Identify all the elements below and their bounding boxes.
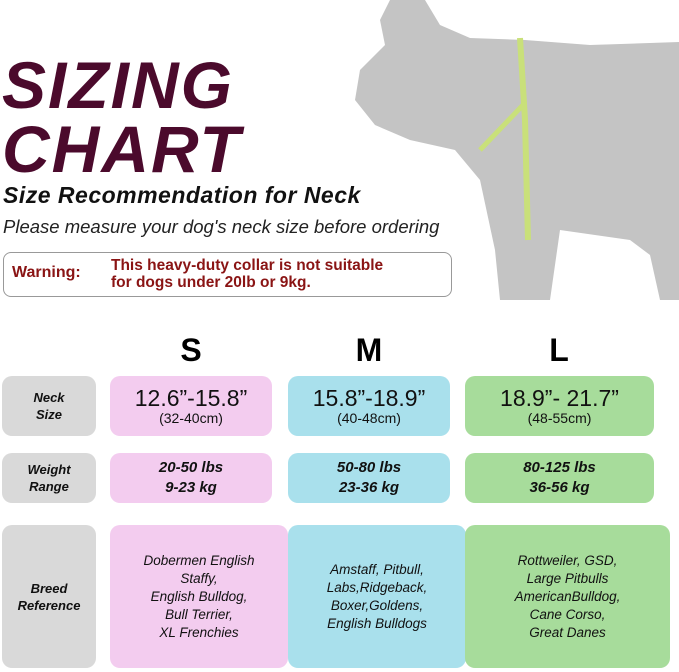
size-header-s: S — [180, 332, 202, 368]
neck-size-l: 18.9”- 21.7” (48-55cm) — [465, 376, 654, 436]
title-sizing: SIZING — [2, 48, 235, 122]
warning-message: This heavy-duty collar is not suitable f… — [111, 257, 383, 291]
breeds-m: Amstaff, Pitbull, Labs,Ridgeback, Boxer,Go… — [288, 525, 466, 668]
warning-line: This heavy-duty collar is not suitable — [111, 257, 384, 274]
subtitle: Size Recommendation for Neck — [3, 182, 361, 208]
instruction: Please measure your dog's neck size befo… — [3, 216, 440, 237]
neck-size-m: 15.8”-18.9” (40-48cm) — [288, 376, 450, 436]
row-label-neck: Neck Size — [2, 376, 96, 436]
breeds-l: Rottweiler, GSD, Large Pitbulls AmericanBu… — [465, 525, 670, 668]
row-label-breed: Breed Reference — [2, 525, 96, 668]
weight-m: 50-80 lbs 23-36 kg — [288, 453, 450, 503]
size-header-m: M — [355, 332, 383, 368]
warning-line: for dogs under 20lb or 9kg. — [111, 274, 311, 291]
row-label-weight: Weight Range — [2, 453, 96, 503]
warning-label: Warning: — [12, 264, 81, 281]
dog-silhouette-image — [355, 0, 679, 300]
title-chart: CHART — [2, 112, 242, 186]
weight-l: 80-125 lbs 36-56 kg — [465, 453, 654, 503]
warning-box: Warning: This heavy-duty collar is not s… — [3, 252, 452, 297]
size-header-l: L — [549, 332, 569, 368]
weight-s: 20-50 lbs 9-23 kg — [110, 453, 272, 503]
breeds-s: Dobermen English Staffy, English Bulldog, B… — [110, 525, 288, 668]
neck-size-s: 12.6”-15.8” (32-40cm) — [110, 376, 272, 436]
